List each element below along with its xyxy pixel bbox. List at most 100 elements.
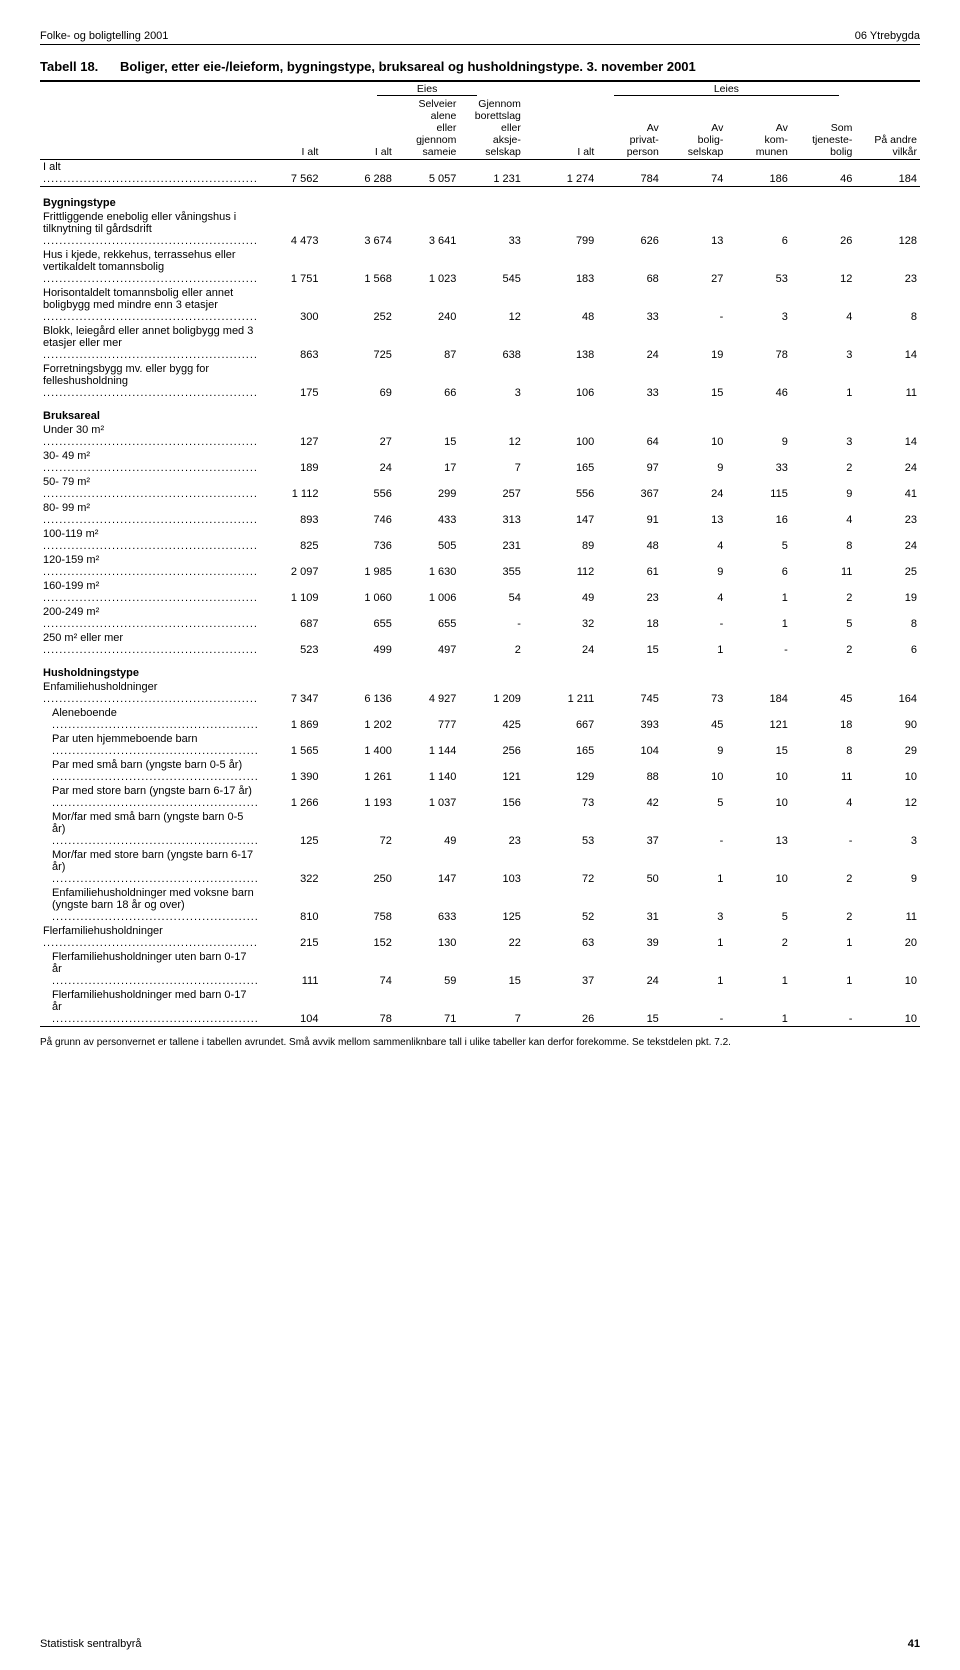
cell: 73 bbox=[533, 784, 598, 810]
cell: 736 bbox=[330, 527, 395, 553]
cell: 256 bbox=[459, 732, 524, 758]
cell: 10 bbox=[855, 988, 920, 1026]
cell: 799 bbox=[533, 210, 598, 248]
cell: 41 bbox=[855, 475, 920, 501]
row-label: 160-199 m² bbox=[40, 579, 257, 605]
cell: 240 bbox=[395, 286, 460, 324]
cell: 130 bbox=[395, 924, 460, 950]
cell: 89 bbox=[533, 527, 598, 553]
cell: 12 bbox=[791, 248, 856, 286]
cell: 300 bbox=[257, 286, 322, 324]
table-row: Flerfamiliehusholdninger uten barn 0-17 … bbox=[40, 950, 920, 988]
table-row: 200-249 m²687655655-3218-158 bbox=[40, 605, 920, 631]
cell: 6 bbox=[726, 553, 791, 579]
row-label: 50- 79 m² bbox=[40, 475, 257, 501]
cell: 11 bbox=[791, 758, 856, 784]
cell: 1 630 bbox=[395, 553, 460, 579]
cell: 45 bbox=[791, 680, 856, 706]
spacer bbox=[321, 706, 330, 732]
row-label: Flerfamiliehusholdninger bbox=[40, 924, 257, 950]
cell: 687 bbox=[257, 605, 322, 631]
cell: 1 985 bbox=[330, 553, 395, 579]
cell: 1 037 bbox=[395, 784, 460, 810]
cell: 100 bbox=[533, 423, 598, 449]
spacer bbox=[524, 706, 533, 732]
cell: 17 bbox=[395, 449, 460, 475]
cell: 1 140 bbox=[395, 758, 460, 784]
cell: 655 bbox=[395, 605, 460, 631]
cell: 1 202 bbox=[330, 706, 395, 732]
table-body: I alt7 5626 2885 0571 2311 2747847418646… bbox=[40, 160, 920, 1027]
row-label: 250 m² eller mer bbox=[40, 631, 257, 657]
cell: 1 869 bbox=[257, 706, 322, 732]
cell: 5 bbox=[726, 886, 791, 924]
section-head: Bruksareal bbox=[40, 400, 920, 423]
cell: 15 bbox=[662, 362, 727, 400]
row-label: Mor/far med små barn (yngste barn 0-5 år… bbox=[40, 810, 257, 848]
spacer bbox=[524, 924, 533, 950]
spacer bbox=[321, 248, 330, 286]
cell: 7 347 bbox=[257, 680, 322, 706]
table-row: Aleneboende1 8691 2027774256673934512118… bbox=[40, 706, 920, 732]
col-borettslag: Gjennomborettslagelleraksje-selskap bbox=[459, 97, 524, 160]
cell: 15 bbox=[597, 631, 662, 657]
col-ialt-total: I alt bbox=[257, 97, 322, 160]
data-table: Eies Leies I alt I alt Selveieraleneelle… bbox=[40, 82, 920, 1026]
table-row: 50- 79 m²1 11255629925755636724115941 bbox=[40, 475, 920, 501]
cell: 626 bbox=[597, 210, 662, 248]
cell: 1 211 bbox=[533, 680, 598, 706]
cell: 9 bbox=[662, 553, 727, 579]
cell: 367 bbox=[597, 475, 662, 501]
cell: 23 bbox=[597, 579, 662, 605]
cell: 24 bbox=[855, 449, 920, 475]
cell: 16 bbox=[726, 501, 791, 527]
cell: 784 bbox=[597, 160, 662, 187]
cell: 12 bbox=[855, 784, 920, 810]
cell: 24 bbox=[597, 324, 662, 362]
spacer bbox=[524, 553, 533, 579]
cell: 112 bbox=[533, 553, 598, 579]
spacer bbox=[321, 988, 330, 1026]
cell: 121 bbox=[459, 758, 524, 784]
spacer bbox=[321, 950, 330, 988]
cell: 1 274 bbox=[533, 160, 598, 187]
table-row: Mor/far med store barn (yngste barn 6-17… bbox=[40, 848, 920, 886]
cell: 545 bbox=[459, 248, 524, 286]
cell: 725 bbox=[330, 324, 395, 362]
row-label: 30- 49 m² bbox=[40, 449, 257, 475]
cell: 1 bbox=[726, 579, 791, 605]
cell: 71 bbox=[395, 988, 460, 1026]
spacer bbox=[321, 210, 330, 248]
spacer bbox=[321, 527, 330, 553]
row-label: Under 30 m² bbox=[40, 423, 257, 449]
spacer bbox=[321, 886, 330, 924]
spacer bbox=[321, 924, 330, 950]
cell: 64 bbox=[597, 423, 662, 449]
table-head: Eies Leies I alt I alt Selveieraleneelle… bbox=[40, 82, 920, 160]
section-head: Bygningstype bbox=[40, 187, 920, 210]
table-row: Hus i kjede, rekkehus, terrassehus eller… bbox=[40, 248, 920, 286]
cell: 1 bbox=[726, 950, 791, 988]
cell: 2 bbox=[726, 924, 791, 950]
row-label: Enfamiliehusholdninger med voksne barn (… bbox=[40, 886, 257, 924]
table-row: Flerfamiliehusholdninger med barn 0-17 å… bbox=[40, 988, 920, 1026]
section-head-label: Bygningstype bbox=[40, 187, 920, 210]
cell: 29 bbox=[855, 732, 920, 758]
cell: 433 bbox=[395, 501, 460, 527]
cell: 10 bbox=[855, 758, 920, 784]
spacer bbox=[524, 527, 533, 553]
cell: 23 bbox=[855, 248, 920, 286]
footer-left: Statistisk sentralbyrå bbox=[40, 1638, 141, 1650]
cell: 810 bbox=[257, 886, 322, 924]
cell: 1 751 bbox=[257, 248, 322, 286]
spacer bbox=[524, 324, 533, 362]
spacer bbox=[321, 758, 330, 784]
cell: 1 231 bbox=[459, 160, 524, 187]
table-row: Horisontaldelt tomannsbolig eller annet … bbox=[40, 286, 920, 324]
col-leies-ialt: I alt bbox=[533, 97, 598, 160]
spacer bbox=[321, 605, 330, 631]
cell: 164 bbox=[855, 680, 920, 706]
spacer bbox=[321, 784, 330, 810]
cell: 745 bbox=[597, 680, 662, 706]
table-row: Enfamiliehusholdninger7 3476 1364 9271 2… bbox=[40, 680, 920, 706]
